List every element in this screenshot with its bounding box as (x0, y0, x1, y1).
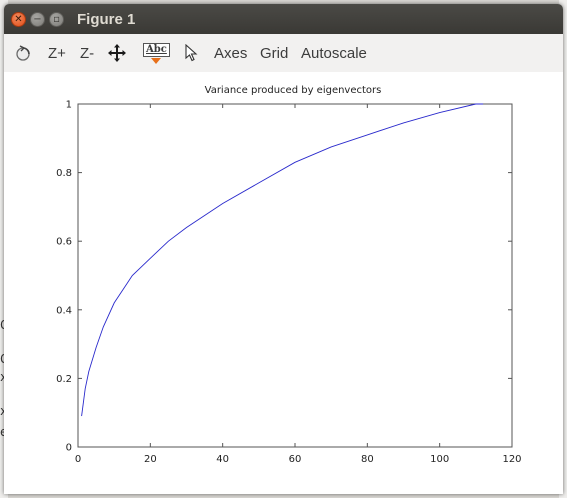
minimize-icon: − (33, 15, 41, 25)
pan-button[interactable] (108, 34, 126, 72)
figure-toolbar: Z+ Z- Abc Axes Grid Autoscale (4, 34, 563, 73)
axes-button[interactable]: Axes (214, 34, 247, 72)
x-tick-label: 20 (144, 454, 157, 465)
text-insert-icon: Abc (143, 43, 170, 57)
x-tick-label: 0 (75, 454, 81, 465)
series-line (82, 104, 484, 416)
pan-icon (108, 44, 126, 62)
figure-window: ✕ − ▫ Figure 1 Z+ Z- Abc (4, 4, 563, 494)
variance-chart[interactable]: Variance produced by eigenvectors 0 20 40 6… (4, 72, 563, 494)
chevron-down-icon (151, 58, 161, 64)
x-tick-label: 60 (289, 454, 302, 465)
maximize-icon: ▫ (53, 15, 60, 25)
rotate-icon (14, 44, 32, 62)
title-bar[interactable]: ✕ − ▫ Figure 1 (4, 4, 563, 34)
zoom-in-label: Z+ (48, 45, 66, 62)
x-tick-label: 100 (430, 454, 449, 465)
autoscale-label: Autoscale (301, 45, 367, 62)
select-pointer-button[interactable] (184, 34, 198, 72)
maximize-window-button[interactable]: ▫ (49, 12, 64, 27)
y-tick-label: 0.6 (56, 237, 72, 248)
y-tick-label: 1 (66, 100, 72, 111)
window-title: Figure 1 (77, 11, 135, 28)
grid-label: Grid (260, 45, 288, 62)
y-tick-label: 0.2 (56, 374, 72, 385)
close-icon: ✕ (14, 15, 22, 25)
grid-button[interactable]: Grid (260, 34, 288, 72)
zoom-in-button[interactable]: Z+ (48, 34, 66, 72)
plot-area[interactable]: Variance produced by eigenvectors 0 20 40 6… (4, 72, 563, 494)
autoscale-button[interactable]: Autoscale (301, 34, 367, 72)
x-tick-label: 40 (216, 454, 229, 465)
select-pointer-icon (184, 44, 198, 62)
zoom-out-label: Z- (80, 45, 94, 62)
zoom-out-button[interactable]: Z- (80, 34, 94, 72)
x-tick-label: 80 (361, 454, 374, 465)
close-window-button[interactable]: ✕ (11, 12, 26, 27)
insert-text-button[interactable]: Abc (143, 34, 170, 72)
y-tick-label: 0.8 (56, 168, 72, 179)
y-tick-label: 0.4 (56, 305, 72, 316)
y-tick-label: 0 (66, 443, 72, 454)
rotate-button[interactable] (14, 34, 32, 72)
chart-title: Variance produced by eigenvectors (205, 85, 382, 96)
minimize-window-button[interactable]: − (30, 12, 45, 27)
plot-frame (78, 104, 512, 447)
x-tick-label: 120 (502, 454, 521, 465)
axes-label: Axes (214, 45, 247, 62)
